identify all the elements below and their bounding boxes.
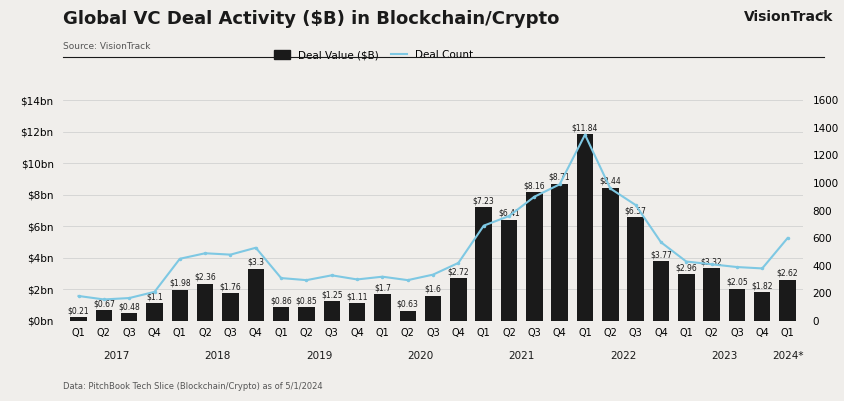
- Bar: [70, 318, 87, 321]
- Text: $2.62: $2.62: [776, 269, 798, 277]
- Bar: [677, 274, 694, 321]
- Bar: [349, 303, 365, 321]
- Text: $0.48: $0.48: [118, 302, 140, 311]
- Text: 2017: 2017: [103, 351, 130, 361]
- Bar: [197, 284, 214, 321]
- Text: 2021: 2021: [508, 351, 534, 361]
- Bar: [576, 134, 592, 321]
- Legend: Deal Value ($B), Deal Count: Deal Value ($B), Deal Count: [274, 50, 473, 60]
- Bar: [273, 307, 289, 321]
- Bar: [526, 192, 542, 321]
- Text: $6.41: $6.41: [498, 209, 519, 218]
- Text: 2024*: 2024*: [771, 351, 803, 361]
- Text: $0.86: $0.86: [270, 296, 292, 306]
- Text: $1.11: $1.11: [346, 292, 367, 302]
- Bar: [247, 269, 263, 321]
- Text: VisionTrack: VisionTrack: [743, 10, 832, 24]
- Text: $1.76: $1.76: [219, 282, 241, 291]
- Text: $2.72: $2.72: [447, 267, 468, 276]
- Text: $1.6: $1.6: [425, 285, 441, 294]
- Text: $2.05: $2.05: [725, 277, 747, 287]
- Bar: [450, 278, 466, 321]
- Bar: [602, 188, 618, 321]
- Text: Source: VisionTrack: Source: VisionTrack: [63, 42, 150, 51]
- Bar: [753, 292, 770, 321]
- Text: $3.32: $3.32: [700, 257, 722, 267]
- Bar: [222, 293, 239, 321]
- Text: $0.63: $0.63: [397, 300, 418, 309]
- Bar: [171, 290, 188, 321]
- Text: $3.77: $3.77: [649, 251, 671, 259]
- Text: Global VC Deal Activity ($B) in Blockchain/Crypto: Global VC Deal Activity ($B) in Blockcha…: [63, 10, 559, 28]
- Text: $8.71: $8.71: [549, 173, 570, 182]
- Text: Data: PitchBook Tech Slice (Blockchain/Crypto) as of 5/1/2024: Data: PitchBook Tech Slice (Blockchain/C…: [63, 382, 322, 391]
- Text: 2023: 2023: [710, 351, 737, 361]
- Bar: [626, 217, 643, 321]
- Bar: [551, 184, 567, 321]
- Text: $1.82: $1.82: [750, 281, 772, 290]
- Text: $6.57: $6.57: [624, 207, 646, 215]
- Bar: [298, 308, 314, 321]
- Bar: [323, 301, 339, 321]
- Bar: [121, 313, 138, 321]
- Text: $0.67: $0.67: [93, 300, 115, 308]
- Text: $2.96: $2.96: [674, 263, 696, 272]
- Text: $3.3: $3.3: [247, 258, 264, 267]
- Text: 2020: 2020: [407, 351, 433, 361]
- Bar: [778, 279, 795, 321]
- Text: 2022: 2022: [609, 351, 636, 361]
- Text: $1.98: $1.98: [169, 279, 191, 288]
- Bar: [728, 288, 744, 321]
- Text: $2.36: $2.36: [194, 273, 216, 282]
- Text: $0.21: $0.21: [68, 307, 89, 316]
- Bar: [702, 269, 719, 321]
- Text: $11.84: $11.84: [571, 124, 598, 132]
- Text: $8.44: $8.44: [598, 177, 620, 186]
- Text: 2019: 2019: [306, 351, 332, 361]
- Bar: [425, 296, 441, 321]
- Bar: [399, 311, 415, 321]
- Text: $8.16: $8.16: [523, 181, 544, 190]
- Text: $7.23: $7.23: [473, 196, 494, 205]
- Bar: [146, 304, 163, 321]
- Bar: [652, 261, 668, 321]
- Bar: [475, 207, 491, 321]
- Text: $1.1: $1.1: [146, 293, 163, 302]
- Bar: [500, 220, 517, 321]
- Bar: [95, 310, 112, 321]
- Text: $0.85: $0.85: [295, 296, 317, 306]
- Text: 2018: 2018: [204, 351, 230, 361]
- Bar: [374, 294, 390, 321]
- Text: $1.25: $1.25: [321, 290, 342, 299]
- Text: ™: ™: [816, 10, 826, 20]
- Text: $1.7: $1.7: [374, 283, 391, 292]
